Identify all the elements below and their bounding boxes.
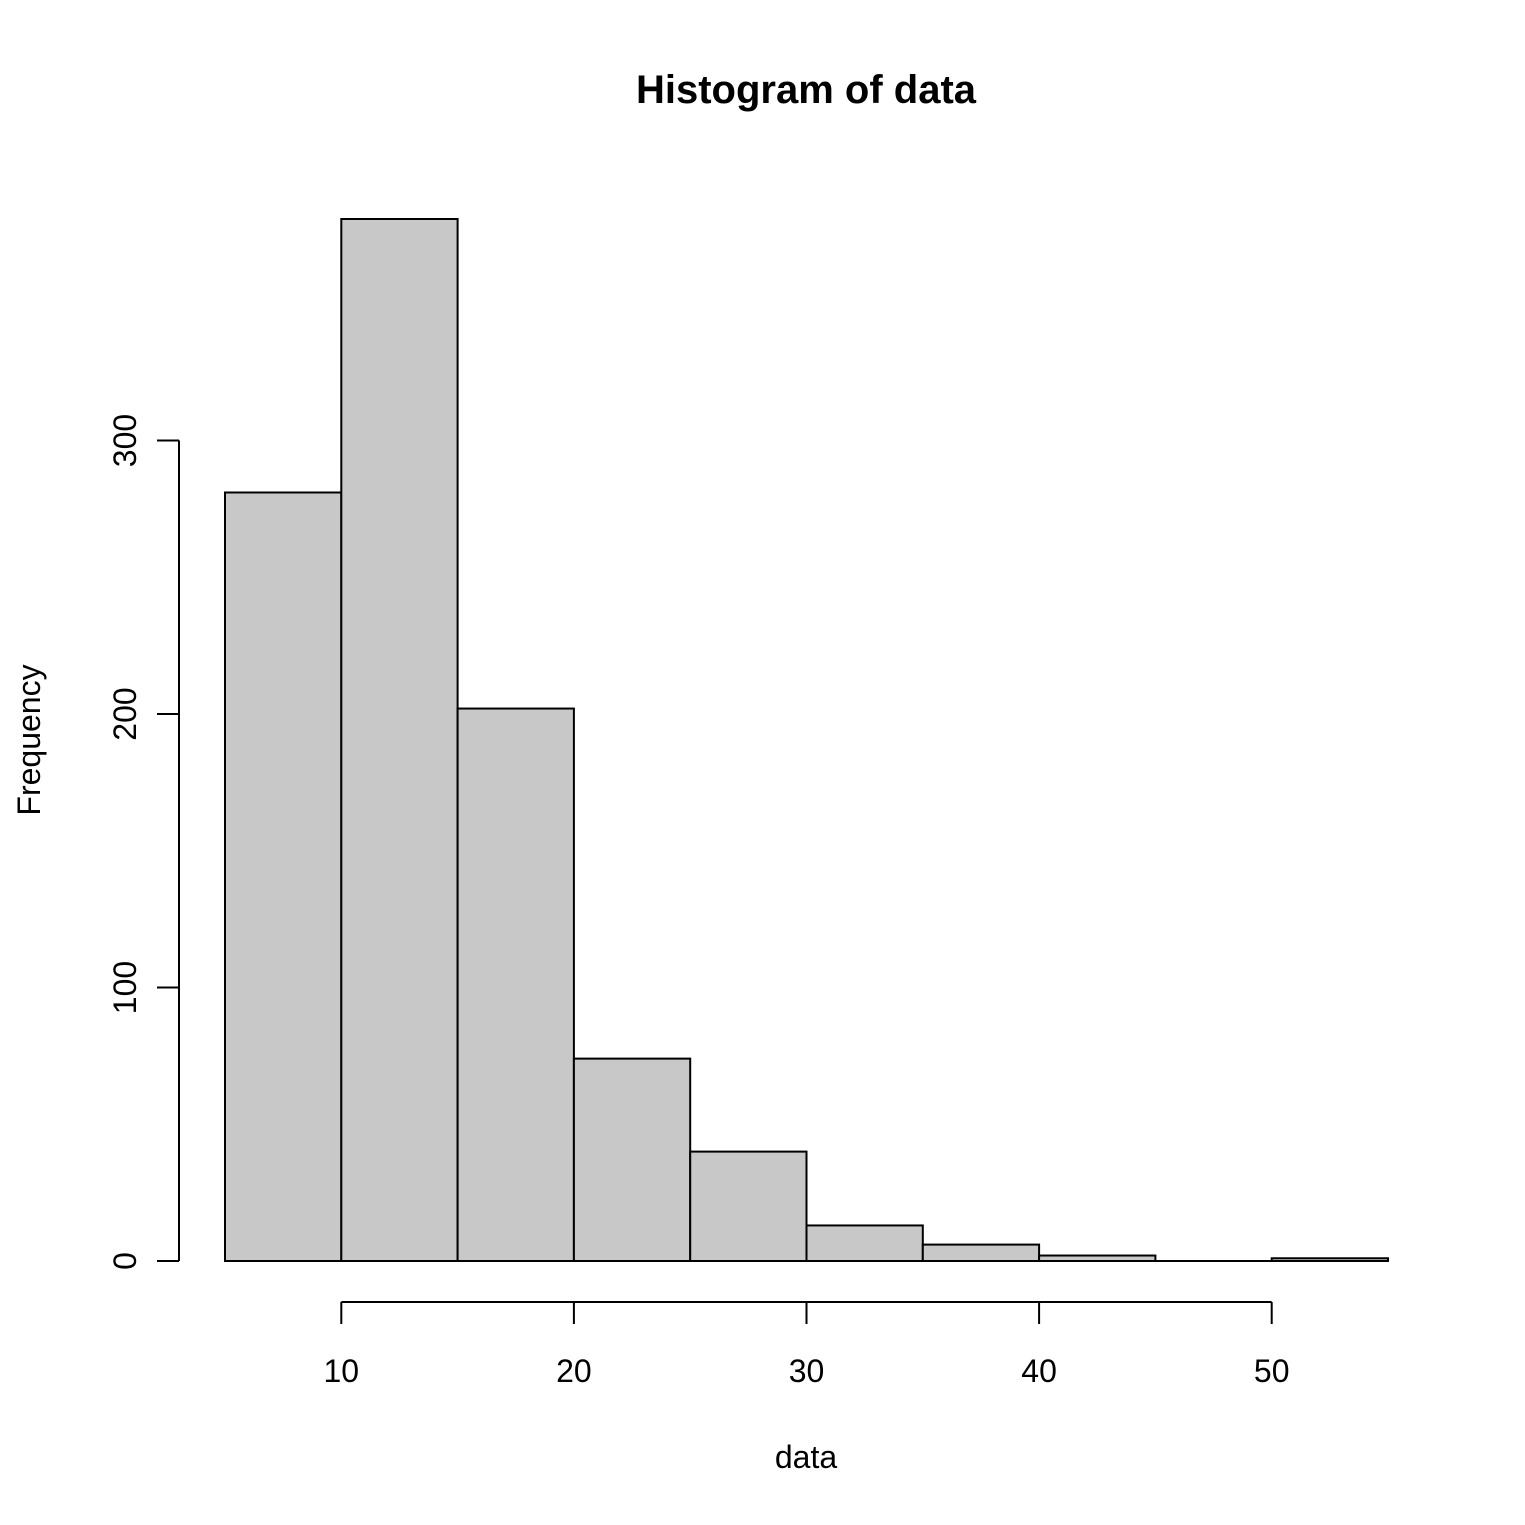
x-tick-label-50: 50 (1254, 1353, 1290, 1389)
y-axis: 0 100 200 300 (107, 414, 180, 1270)
y-tick-label-100: 100 (107, 961, 143, 1014)
histogram-bar-1 (340, 218, 459, 1262)
x-tick-label-10: 10 (324, 1353, 360, 1389)
x-axis: 10 20 30 40 50 (324, 1301, 1290, 1389)
histogram-bar-3 (572, 1057, 692, 1263)
y-tick-label-0: 0 (107, 1252, 143, 1270)
histogram-bar-7 (1038, 1254, 1157, 1262)
histogram-bar-9 (1270, 1257, 1389, 1263)
bars-layer (224, 218, 1389, 1263)
histogram-bar-6 (921, 1243, 1041, 1263)
x-tick-label-30: 30 (789, 1353, 825, 1389)
chart-title: Histogram of data (636, 68, 977, 112)
x-tick-label-40: 40 (1021, 1353, 1057, 1389)
histogram-bar-0 (224, 491, 343, 1263)
y-tick-label-200: 200 (107, 687, 143, 740)
histogram-bar-4 (689, 1150, 808, 1262)
x-tick-label-20: 20 (556, 1353, 592, 1389)
y-tick-label-300: 300 (107, 414, 143, 467)
histogram-bar-5 (805, 1224, 924, 1262)
histogram-bar-2 (456, 707, 575, 1262)
x-axis-label: data (775, 1439, 837, 1475)
y-axis-label: Frequency (11, 664, 47, 815)
